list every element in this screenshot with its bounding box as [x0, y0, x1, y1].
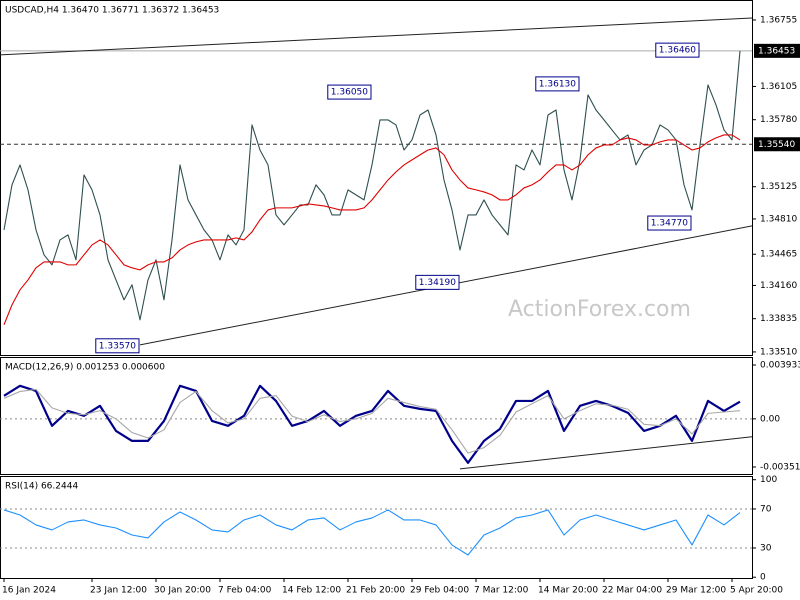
- annotation-label: 1.36460: [659, 46, 696, 56]
- trend-line: [459, 436, 753, 470]
- y-tick-label: 1.35780: [760, 115, 797, 125]
- y-tick-label: 1.36755: [760, 15, 797, 25]
- y-tick-label: -0.003516: [760, 463, 800, 473]
- annotation-label: 1.33570: [99, 341, 136, 351]
- annotation-box: [415, 274, 460, 290]
- panel-frame: [0, 476, 753, 579]
- annotation-label: 1.36050: [331, 88, 368, 98]
- annotation: 1.36460: [655, 42, 700, 58]
- y-tick-label: 1.33835: [760, 314, 797, 324]
- y-tick-label: 1.34160: [760, 281, 797, 291]
- series-line: [3, 509, 741, 556]
- panel-title: USDCAD,H4 1.36470 1.36771 1.36372 1.3645…: [5, 6, 219, 16]
- x-tick-label: 23 Jan 12:00: [90, 586, 147, 596]
- annotation: 1.34770: [647, 215, 692, 231]
- x-tick-label: 16 Jan 2024: [2, 586, 56, 596]
- annotation-box: [535, 76, 580, 92]
- price-level-label: 1.35540: [758, 140, 795, 150]
- series-line: [3, 134, 741, 326]
- x-tick-label: 30 Jan 20:00: [154, 586, 211, 596]
- x-tick-label: 14 Feb 12:00: [282, 586, 341, 596]
- annotation-label: 1.34770: [651, 219, 688, 229]
- watermark: ActionForex.com: [508, 297, 691, 322]
- series-line: [3, 50, 741, 321]
- panel-title: RSI(14) 66.2444: [5, 482, 78, 492]
- price-level-box: [754, 43, 800, 58]
- annotation: 1.33570: [95, 338, 140, 354]
- annotation-box: [95, 338, 140, 354]
- x-tick-label: 5 Apr 20:00: [730, 586, 783, 596]
- y-tick-label: 0.00: [760, 414, 780, 424]
- y-tick-label: 1.33510: [760, 347, 797, 357]
- annotation: 1.34190: [415, 274, 460, 290]
- y-tick-label: 0: [760, 573, 766, 583]
- y-tick-label: 1.34465: [760, 250, 797, 260]
- price-level-label: 1.36453: [758, 46, 795, 56]
- annotation-box: [647, 215, 692, 231]
- price-level-box: [754, 137, 800, 152]
- series-line: [3, 388, 741, 454]
- y-tick-label: 0.003933: [760, 360, 800, 370]
- y-tick-label: 1.34810: [760, 214, 797, 224]
- x-tick-label: 29 Feb 04:00: [410, 586, 469, 596]
- x-tick-label: 14 Mar 20:00: [538, 586, 598, 596]
- trend-line: [0, 17, 753, 56]
- panel-title: MACD(12,26,9) 0.001253 0.000600: [5, 363, 165, 373]
- panel-frame: [0, 0, 753, 356]
- x-tick-label: 7 Mar 12:00: [474, 586, 529, 596]
- x-tick-label: 21 Feb 20:00: [346, 586, 405, 596]
- annotation: 1.36050: [327, 84, 372, 100]
- y-tick-label: 1.36105: [760, 82, 797, 92]
- annotation: 1.36130: [535, 76, 580, 92]
- annotation-box: [655, 42, 700, 58]
- annotation-box: [327, 84, 372, 100]
- x-tick-label: 7 Feb 04:00: [218, 586, 272, 596]
- series-line: [3, 384, 741, 464]
- y-tick-label: 100: [760, 475, 777, 485]
- annotation-label: 1.34190: [419, 278, 456, 288]
- x-tick-label: 29 Mar 12:00: [666, 586, 726, 596]
- y-tick-label: 70: [760, 504, 772, 514]
- x-tick-label: 22 Mar 04:00: [602, 586, 662, 596]
- annotation-label: 1.36130: [539, 79, 576, 89]
- y-tick-label: 30: [760, 543, 772, 553]
- y-tick-label: 1.35125: [760, 182, 797, 192]
- panel-frame: [0, 357, 753, 475]
